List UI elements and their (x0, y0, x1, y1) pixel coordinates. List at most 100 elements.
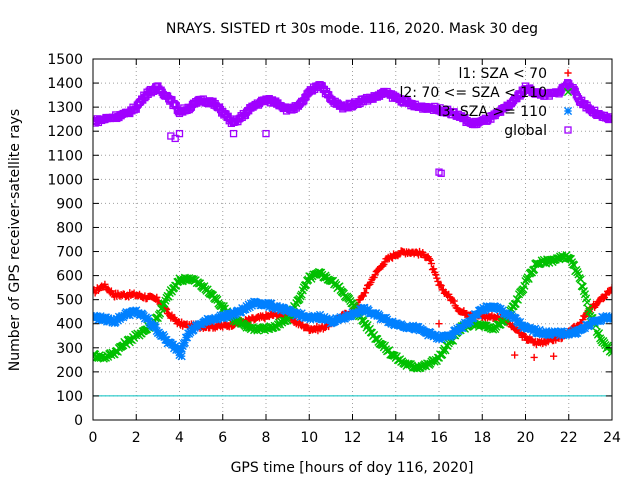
legend-label: l1: SZA < 70 (459, 66, 547, 82)
data-point (295, 294, 304, 303)
y-tick-label: 100 (56, 389, 83, 405)
outlier-point (530, 353, 538, 362)
data-point (473, 310, 483, 320)
data-point (541, 326, 551, 336)
x-tick-label: 14 (387, 430, 405, 446)
y-axis-label: Number of GPS receiver-satellite rays (7, 109, 23, 371)
data-point (521, 332, 530, 341)
data-point (153, 293, 161, 301)
data-point (426, 256, 434, 264)
data-point (572, 91, 580, 99)
data-point (265, 302, 274, 312)
series-3 (93, 79, 612, 129)
x-tick-label: 24 (603, 430, 621, 446)
y-tick-label: 1400 (47, 76, 83, 92)
data-point (363, 321, 372, 330)
legend-marker (563, 87, 573, 97)
y-tick-label: 600 (56, 269, 83, 285)
outlier-point (262, 129, 270, 138)
data-point (388, 317, 397, 326)
outlier-point (229, 129, 238, 138)
data-point (170, 99, 178, 108)
data-point (331, 317, 340, 326)
data-point (219, 302, 228, 311)
data-point (321, 323, 330, 332)
outlier-point (511, 351, 519, 359)
data-point (576, 275, 585, 284)
outlier-point (550, 352, 558, 360)
data-point (231, 309, 240, 318)
data-point (573, 268, 582, 277)
data-point (226, 312, 235, 321)
x-tick-label: 16 (430, 430, 448, 446)
y-tick-label: 400 (56, 317, 83, 333)
data-point (296, 312, 305, 322)
data-point (592, 327, 601, 337)
data-point (177, 344, 186, 353)
chart-title: NRAYS. SISTED rt 30s mode. 116, 2020. Ma… (166, 21, 538, 37)
outlier-point (175, 129, 184, 138)
outlier-group (435, 320, 558, 362)
y-tick-label: 300 (56, 341, 83, 357)
y-tick-label: 1000 (47, 172, 83, 188)
data-point (606, 113, 612, 121)
data-point (433, 274, 441, 282)
data-point (580, 324, 590, 333)
legend-item: global (504, 123, 572, 139)
data-point (182, 333, 192, 342)
legend-marker (564, 69, 572, 77)
y-tick-label: 800 (56, 220, 83, 236)
data-point (180, 338, 190, 347)
data-point (132, 105, 140, 113)
legend-marker (563, 106, 573, 116)
outlier-point (177, 352, 186, 361)
x-tick-label: 10 (300, 430, 318, 446)
data-point (357, 304, 366, 314)
outlier-group (167, 129, 445, 177)
y-tick-label: 1100 (47, 148, 83, 164)
data-point (608, 284, 612, 292)
outlier-group (175, 350, 186, 361)
data-point (432, 271, 440, 279)
data-point (361, 289, 370, 297)
data-point (583, 298, 592, 307)
data-point (243, 304, 252, 313)
legend-label: l2: 70 <= SZA < 110 (399, 85, 547, 101)
x-tick-label: 2 (132, 430, 141, 446)
outlier-point (171, 134, 179, 143)
data-point (379, 262, 387, 270)
outlier-point (435, 168, 443, 176)
y-tick-label: 700 (56, 245, 83, 261)
x-tick-label: 4 (175, 430, 184, 446)
data-point (429, 265, 438, 273)
y-tick-label: 1500 (47, 52, 83, 68)
y-tick-label: 1200 (47, 124, 83, 140)
legend-marker (564, 126, 572, 134)
y-tick-label: 900 (56, 196, 83, 212)
x-tick-label: 12 (344, 430, 362, 446)
y-tick-label: 1300 (47, 100, 83, 116)
data-point (437, 282, 445, 290)
series-2 (93, 297, 612, 357)
data-point (238, 304, 247, 313)
data-point (607, 348, 612, 357)
data-point (178, 341, 187, 351)
data-point (120, 311, 129, 320)
data-point (101, 313, 111, 322)
data-point (101, 280, 109, 288)
data-point (599, 295, 607, 303)
data-point (125, 311, 134, 320)
plot-area (93, 79, 612, 373)
data-point (408, 321, 418, 330)
data-point (144, 314, 153, 323)
data-point (515, 317, 525, 327)
x-tick-label: 8 (262, 430, 271, 446)
data-point (450, 297, 458, 305)
data-point (264, 298, 273, 307)
legend: l1: SZA < 70 l2: 70 <= SZA < 110 l3: SZA >… (399, 66, 573, 139)
legend-label: l3: SZA >= 110 (438, 104, 547, 120)
y-tick-label: 500 (56, 293, 83, 309)
legend-label: global (504, 123, 547, 139)
x-tick-label: 6 (218, 430, 227, 446)
